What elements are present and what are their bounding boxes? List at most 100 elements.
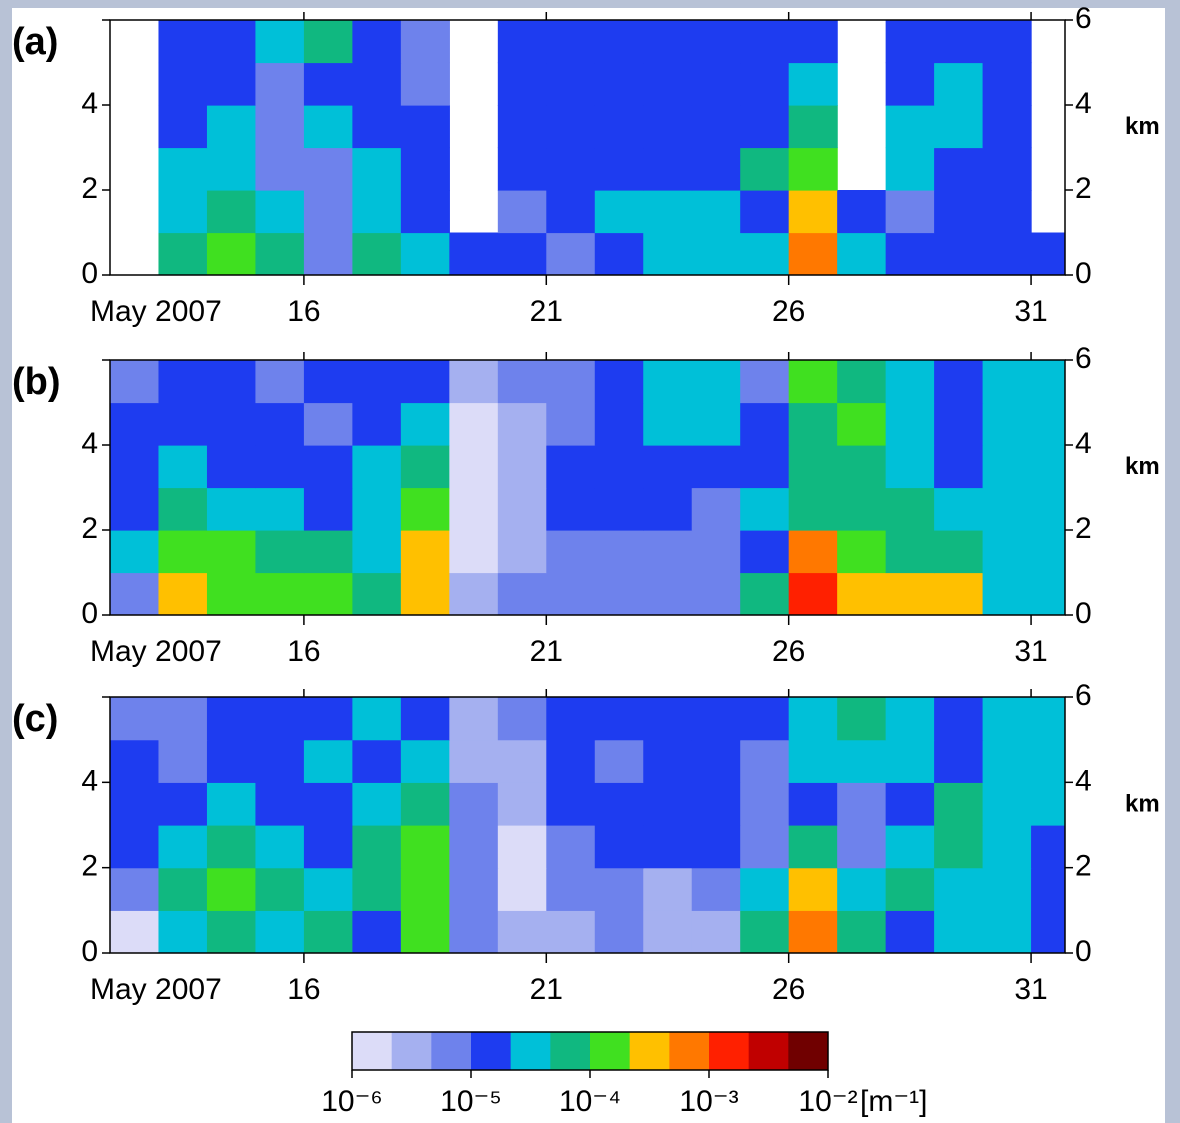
- heatmap-cell: [303, 190, 353, 234]
- y2-tick-label: 4: [1075, 87, 1092, 120]
- heatmap-cell: [110, 739, 160, 783]
- heatmap-cell: [740, 445, 790, 489]
- heatmap-cell: [885, 445, 935, 489]
- heatmap-cell: [1031, 867, 1065, 911]
- x-tick-label: 21: [530, 973, 563, 1006]
- heatmap-cell: [691, 402, 741, 446]
- heatmap-cell: [255, 697, 305, 741]
- heatmap-cell: [788, 739, 838, 783]
- heatmap-cell: [691, 530, 741, 574]
- heatmap-cell: [400, 572, 450, 615]
- heatmap-cell: [206, 572, 257, 615]
- heatmap-cell: [546, 739, 596, 783]
- heatmap-cell: [158, 782, 208, 826]
- heatmap-cell: [1031, 232, 1065, 275]
- heatmap-cell: [691, 910, 741, 953]
- heatmap-cell: [934, 20, 984, 64]
- colorbar-swatch: [471, 1032, 512, 1070]
- colorbar-unit: [m⁻¹]: [860, 1085, 928, 1118]
- heatmap-cell: [934, 105, 984, 149]
- heatmap-cell: [303, 739, 353, 783]
- heatmap-cell: [449, 697, 499, 741]
- heatmap-cell: [546, 105, 596, 149]
- heatmap-cell: [303, 445, 353, 489]
- x-tick-label: 31: [1014, 973, 1047, 1006]
- heatmap-cell: [546, 867, 596, 911]
- heatmap-cell: [449, 782, 499, 826]
- x-tick-label: 21: [530, 295, 563, 328]
- heatmap-cell: [885, 782, 935, 826]
- heatmap-cell: [303, 402, 353, 446]
- heatmap-cell: [885, 105, 935, 149]
- heatmap-cell: [158, 402, 208, 446]
- x-tick-label: 21: [530, 635, 563, 668]
- heatmap-cell: [352, 147, 402, 191]
- heatmap-cell: [691, 190, 741, 234]
- heatmap-cell: [449, 402, 499, 446]
- x-tick-label: 26: [772, 973, 805, 1006]
- heatmap-cell: [497, 62, 547, 106]
- heatmap-cell: [691, 697, 741, 741]
- heatmap-cell: [255, 445, 305, 489]
- heatmap-cell: [206, 62, 257, 106]
- heatmap-cell: [303, 910, 353, 953]
- heatmap-cell: [352, 867, 402, 911]
- heatmap-cell: [1031, 572, 1065, 615]
- heatmap-cell: [110, 530, 160, 574]
- y2-axis-label: km: [1125, 453, 1160, 480]
- heatmap-cell: [643, 867, 693, 911]
- heatmap-cell: [934, 147, 984, 191]
- plot-frame: [109, 359, 1066, 616]
- heatmap-cell: [255, 190, 305, 234]
- heatmap-cell: [740, 105, 790, 149]
- heatmap-cell: [449, 825, 499, 869]
- heatmap-cell: [255, 232, 305, 275]
- heatmap-cell: [934, 572, 984, 615]
- heatmap-cell: [885, 530, 935, 574]
- heatmap-cell: [158, 910, 208, 953]
- heatmap-cell: [206, 360, 257, 404]
- heatmap-cell: [691, 360, 741, 404]
- heatmap-cell: [788, 360, 838, 404]
- heatmap-cell: [449, 445, 499, 489]
- heatmap-cell: [352, 232, 402, 275]
- heatmap-cell: [740, 825, 790, 869]
- y2-tick-label: 0: [1075, 257, 1092, 290]
- heatmap-cell: [643, 360, 693, 404]
- heatmap-cell: [110, 825, 160, 869]
- colorbar-swatch: [709, 1032, 750, 1070]
- heatmap-cell: [497, 530, 547, 574]
- heatmap-cell: [885, 910, 935, 953]
- heatmap-cell: [206, 867, 257, 911]
- heatmap-cell: [546, 445, 596, 489]
- heatmap-cell: [400, 105, 450, 149]
- heatmap-cell: [837, 402, 887, 446]
- heatmap-cell: [158, 530, 208, 574]
- heatmap-cell: [546, 530, 596, 574]
- heatmap-cell: [788, 445, 838, 489]
- heatmap-cell: [546, 232, 596, 275]
- heatmap-cell: [643, 910, 693, 953]
- heatmap-cell: [497, 190, 547, 234]
- heatmap-cell: [158, 147, 208, 191]
- y2-tick-label: 2: [1075, 512, 1092, 545]
- heatmap-cell: [643, 530, 693, 574]
- heatmap-cell: [400, 147, 450, 191]
- heatmap-cell: [982, 62, 1032, 106]
- heatmap-cell: [885, 62, 935, 106]
- heatmap-cell: [982, 697, 1032, 741]
- heatmap-cell: [643, 105, 693, 149]
- heatmap-cell: [837, 445, 887, 489]
- y2-tick-label: 6: [1075, 2, 1092, 35]
- heatmap-cell: [788, 530, 838, 574]
- heatmap-cell: [158, 825, 208, 869]
- heatmap-cell: [158, 190, 208, 234]
- heatmap-cell: [643, 825, 693, 869]
- colorbar-swatch: [550, 1032, 591, 1070]
- heatmap-cell: [934, 360, 984, 404]
- heatmap-cell: [497, 147, 547, 191]
- y2-tick-label: 4: [1075, 427, 1092, 460]
- heatmap-cell: [982, 445, 1032, 489]
- heatmap-cell: [449, 572, 499, 615]
